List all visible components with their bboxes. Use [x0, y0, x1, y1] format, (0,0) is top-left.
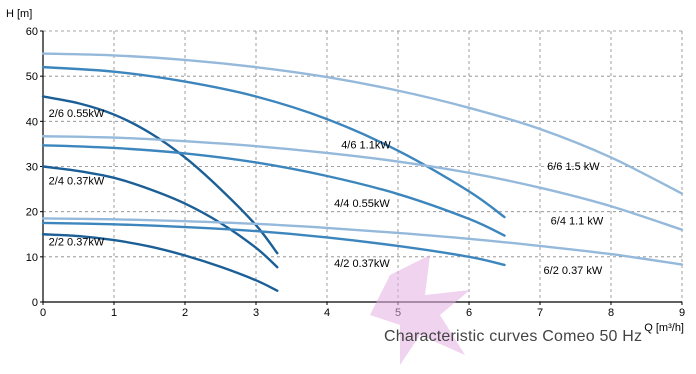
curve-2-4-0-37kw [41, 165, 279, 269]
curve-4-6-1-1kw [41, 65, 506, 219]
x-tick-label-8: 8 [608, 307, 614, 319]
x-tick-label-6: 6 [466, 307, 472, 319]
curve-label-4-4-0-55kw: 4/4 0.55kW [334, 198, 390, 210]
curve-6-2-0-37-kw [41, 217, 684, 266]
curve-labels: 2/6 0.55kW 2/4 0.37kW 2/2 0.37kW 4/6 1.1kW 4… [49, 108, 604, 277]
curve-4-2-0-37kw [41, 221, 506, 267]
chart-caption: Characteristic curves Comeo 50 Hz [384, 328, 643, 345]
curve-label-2-6-0-55kw: 2/6 0.55kW [49, 108, 105, 120]
curve-label-2-4-0-37kw: 2/4 0.37kW [49, 176, 105, 188]
curve-2-2-0-37kw [41, 233, 279, 292]
x-tick-label-7: 7 [537, 307, 543, 319]
y-tick-label-40: 40 [26, 116, 38, 128]
y-tick-label-0: 0 [32, 297, 38, 309]
x-tick-label-0: 0 [40, 307, 46, 319]
y-tick-label-20: 20 [26, 207, 38, 219]
watermark-logo [370, 255, 470, 365]
curve-label-6-4-1-1-kw: 6/4 1.1 kW [551, 215, 604, 227]
x-tick-label-4: 4 [324, 307, 330, 319]
curve-label-6-2-0-37-kw: 6/2 0.37 kW [544, 265, 603, 277]
y-tick-label-50: 50 [26, 71, 38, 83]
y-axis-label: H [m] [6, 8, 32, 20]
curve-6-6-1-5-kw [41, 52, 684, 195]
grid-lines [43, 30, 683, 302]
curve-label-2-2-0-37kw: 2/2 0.37kW [49, 237, 105, 249]
curve-label-6-6-1-5-kw: 6/6 1.5 kW [547, 161, 600, 173]
x-tick-label-3: 3 [253, 307, 259, 319]
x-tick-label-9: 9 [679, 307, 685, 319]
y-tick-label-60: 60 [26, 26, 38, 38]
y-tick-label-30: 30 [26, 162, 38, 174]
curve-2-6-0-55kw [41, 95, 279, 255]
curve-label-4-6-1-1kw: 4/6 1.1kW [341, 139, 391, 151]
curves [41, 52, 684, 292]
curve-6-4-1-1-kw [41, 135, 684, 231]
x-tick-label-2: 2 [182, 307, 188, 319]
curve-label-4-2-0-37kw: 4/2 0.37kW [334, 258, 390, 270]
curve-4-4-0-55kw [41, 144, 506, 237]
x-axis-label: Q [m³/h] [644, 322, 684, 334]
x-tick-label-1: 1 [111, 307, 117, 319]
y-tick-label-10: 10 [26, 252, 38, 264]
